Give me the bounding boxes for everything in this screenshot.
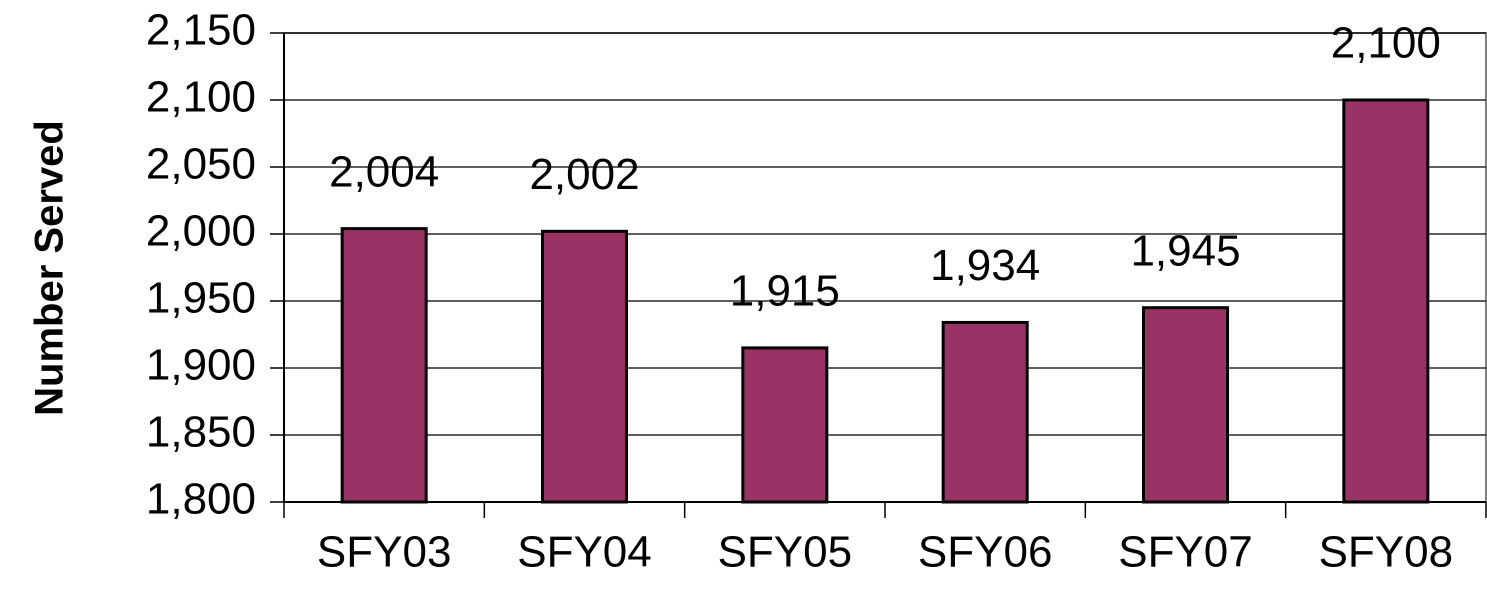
bar	[340, 227, 428, 504]
bar	[541, 229, 628, 504]
y-tick-label: 1,850	[146, 408, 256, 457]
data-label: 2,100	[1331, 19, 1441, 68]
y-tick-label: 2,100	[146, 73, 256, 122]
data-label: 2,004	[329, 147, 439, 196]
y-tick-label: 2,050	[146, 140, 256, 189]
x-tick-label: SFY03	[317, 528, 452, 577]
data-label: 1,915	[730, 267, 840, 316]
x-tick-label: SFY05	[718, 528, 853, 577]
y-tick-label: 1,800	[146, 475, 256, 524]
data-label: 1,934	[930, 241, 1040, 290]
y-tick-label: 1,900	[146, 341, 256, 390]
x-tick-label: SFY07	[1118, 528, 1253, 577]
bar	[1142, 306, 1229, 504]
bar	[941, 320, 1029, 504]
y-tick-label: 2,150	[146, 6, 256, 55]
y-tick-label: 2,000	[146, 207, 256, 256]
bar	[1342, 98, 1430, 504]
y-tick-label: 1,950	[146, 274, 256, 323]
x-tick-label: SFY04	[517, 528, 652, 577]
x-tick-label: SFY06	[918, 528, 1053, 577]
data-label: 1,945	[1130, 226, 1240, 275]
data-label: 2,002	[529, 150, 639, 199]
bar	[741, 346, 829, 504]
y-axis-title: Number Served	[28, 120, 72, 416]
x-tick-label: SFY08	[1319, 528, 1454, 577]
plot-frame	[283, 32, 1487, 503]
